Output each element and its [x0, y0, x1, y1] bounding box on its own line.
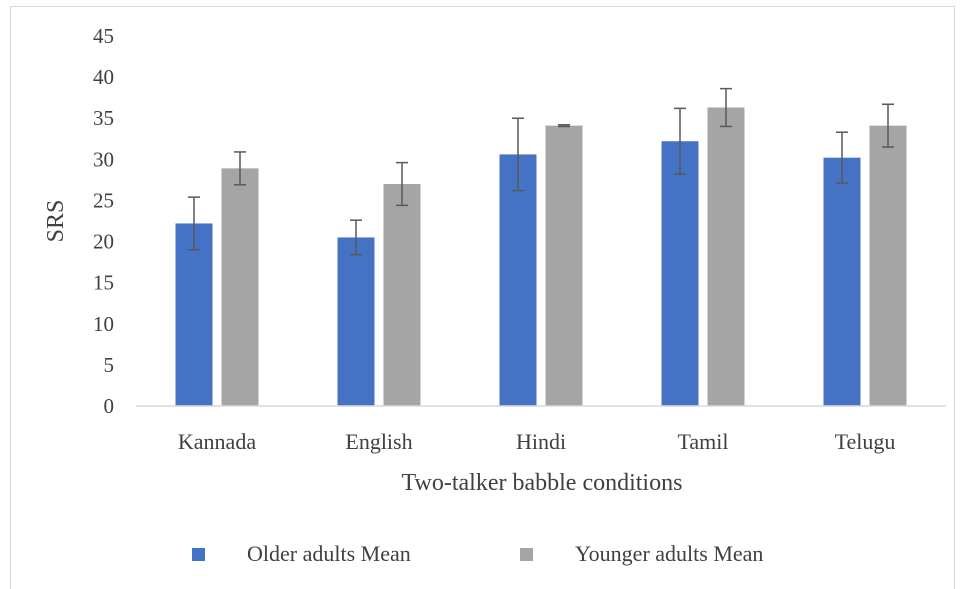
- bar-older-telugu: [823, 157, 861, 406]
- bar-older-kannada: [175, 223, 213, 406]
- bar-younger-english: [383, 184, 421, 406]
- error-bar: [882, 103, 894, 148]
- error-bar: [558, 124, 570, 128]
- error-bars: [188, 87, 894, 256]
- y-tick-label: 0: [104, 394, 115, 418]
- y-tick-label: 15: [93, 271, 114, 295]
- y-tick-label: 5: [104, 353, 115, 377]
- bar-younger-hindi: [545, 125, 583, 406]
- legend-label: Younger adults Mean: [575, 541, 763, 566]
- error-bar: [396, 161, 408, 207]
- y-tick-label: 25: [93, 188, 114, 212]
- bar-older-tamil: [661, 141, 699, 406]
- x-category-label: Kannada: [178, 429, 256, 454]
- y-tick-label: 20: [93, 230, 114, 254]
- y-axis-title: SRS: [43, 200, 69, 243]
- x-category-label: Hindi: [516, 429, 566, 454]
- y-tick-label: 30: [93, 147, 114, 171]
- error-bar: [512, 117, 524, 192]
- legend-swatch: [192, 548, 205, 561]
- y-tick-label: 45: [93, 24, 114, 48]
- x-category-label: Telugu: [835, 429, 896, 454]
- chart-frame: [10, 6, 955, 589]
- x-category-label: Tamil: [677, 429, 728, 454]
- legend-item: Younger adults Mean: [520, 541, 763, 566]
- y-tick-label: 10: [93, 312, 114, 336]
- legend-item: Older adults Mean: [192, 541, 411, 566]
- legend-label: Older adults Mean: [247, 541, 411, 566]
- legend: Older adults Mean Younger adults Mean: [192, 541, 763, 566]
- bar-younger-telugu: [869, 125, 907, 406]
- x-category-label: English: [345, 429, 412, 454]
- error-bar: [350, 219, 362, 256]
- error-bar: [836, 131, 848, 184]
- error-bar: [234, 151, 246, 186]
- y-tick-label: 35: [93, 106, 114, 130]
- bar-older-hindi: [499, 154, 537, 406]
- x-axis-categories: Kannada English Hindi Tamil Telugu: [178, 429, 895, 454]
- y-axis-ticks: 0 5 10 15 20 25 30 35 40 45: [93, 24, 114, 418]
- bar-younger-kannada: [221, 168, 259, 406]
- legend-swatch: [520, 548, 533, 561]
- error-bar: [188, 196, 200, 251]
- error-bar: [720, 87, 732, 128]
- error-bar: [674, 107, 686, 175]
- bar-older-english: [337, 237, 375, 406]
- bars: [175, 107, 907, 407]
- bar-younger-tamil: [707, 107, 745, 407]
- y-tick-label: 40: [93, 65, 114, 89]
- x-axis-title: Two-talker babble conditions: [402, 470, 683, 496]
